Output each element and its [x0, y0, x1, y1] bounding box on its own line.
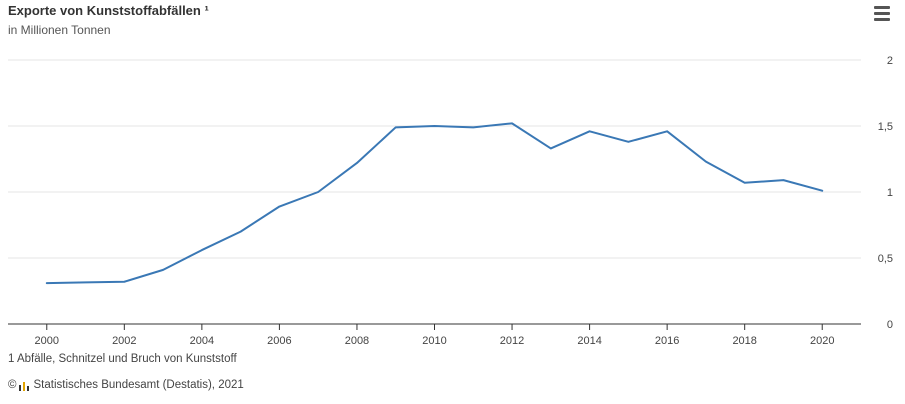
series-layer — [45, 122, 824, 285]
y-tick-label: 0 — [887, 319, 893, 331]
copyright-symbol: © — [8, 379, 17, 391]
x-tick-label: 2010 — [422, 335, 446, 347]
axis-layer: 0 0,5 1 1,5 2 2000 2002 2004 2006 2008 2010 2012 201… — [8, 55, 893, 347]
series-line — [45, 122, 824, 285]
source-line: © Statistisches Bundesamt (Destatis), 20… — [8, 379, 244, 391]
footnote: 1 Abfälle, Schnitzel und Bruch von Kunst… — [8, 353, 237, 365]
y-tick-label: 0,5 — [878, 253, 893, 265]
y-tick-label: 2 — [887, 55, 893, 67]
x-tick-label: 2006 — [267, 335, 291, 347]
x-tick-label: 2012 — [500, 335, 524, 347]
destatis-logo-icon — [18, 380, 30, 391]
x-tick-label: 2002 — [112, 335, 136, 347]
grid-layer — [8, 59, 861, 259]
x-tick-label: 2014 — [577, 335, 601, 347]
source-text: Statistisches Bundesamt (Destatis), 2021 — [33, 379, 244, 391]
x-tick-label: 2016 — [655, 335, 679, 347]
y-tick-label: 1 — [887, 187, 893, 199]
x-tick-label: 2008 — [345, 335, 369, 347]
chart-title: Exporte von Kunststoffabfällen ¹ — [8, 3, 209, 18]
x-tick-label: 2000 — [35, 335, 59, 347]
y-tick-label: 1,5 — [878, 121, 893, 133]
x-tick-label: 2004 — [190, 335, 214, 347]
x-tick-label: 2020 — [810, 335, 834, 347]
chart-subtitle: in Millionen Tonnen — [8, 23, 111, 37]
x-tick-label: 2018 — [732, 335, 756, 347]
hamburger-menu-icon[interactable] — [873, 6, 891, 22]
